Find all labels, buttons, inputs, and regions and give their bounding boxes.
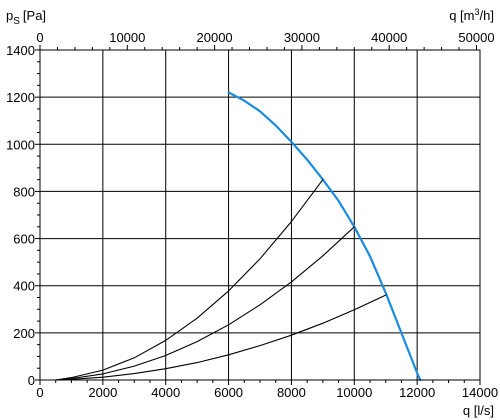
series [55, 91, 422, 382]
y-tick-label: 600 [13, 232, 35, 247]
y-tick-label: 1200 [6, 90, 35, 105]
y-axis-label: pS [Pa] [6, 8, 46, 27]
x-tick-label: 6000 [214, 385, 243, 400]
ticks [35, 45, 481, 385]
x2-tick-label: 30000 [284, 30, 320, 45]
y-tick-label: 200 [13, 326, 35, 341]
y-tick-label: 800 [13, 184, 35, 199]
y-tick-label: 400 [13, 279, 35, 294]
x-tick-label: 2000 [88, 385, 117, 400]
x-tick-label: 4000 [151, 385, 180, 400]
system-curve-line [55, 179, 324, 381]
x-axis-label: q [l/s] [463, 403, 494, 418]
system-curve-line [55, 294, 387, 381]
tick-labels: 0 2000 4000 6000 8000 10000 12000 1400002004006… [6, 30, 498, 400]
y-tick-label: 1000 [6, 137, 35, 152]
fan-curve-line [227, 91, 422, 382]
x2-tick-label: 0 [36, 30, 43, 45]
x2-tick-label: 20000 [197, 30, 233, 45]
y-tick-label: 1400 [6, 43, 35, 58]
x-tick-label: 12000 [399, 385, 435, 400]
x2-axis-label: q [m3/h] [449, 7, 494, 23]
y-tick-label: 0 [28, 373, 35, 388]
x-tick-label: 8000 [277, 385, 306, 400]
system-curve-line [55, 226, 355, 381]
plot-frame [39, 49, 481, 381]
grid [40, 50, 480, 380]
x-tick-label: 10000 [336, 385, 372, 400]
x-tick-label: 0 [36, 385, 43, 400]
x-tick-label: 14000 [462, 385, 498, 400]
x2-tick-label: 40000 [371, 30, 407, 45]
x2-tick-label: 50000 [458, 30, 494, 45]
x2-tick-label: 10000 [109, 30, 145, 45]
